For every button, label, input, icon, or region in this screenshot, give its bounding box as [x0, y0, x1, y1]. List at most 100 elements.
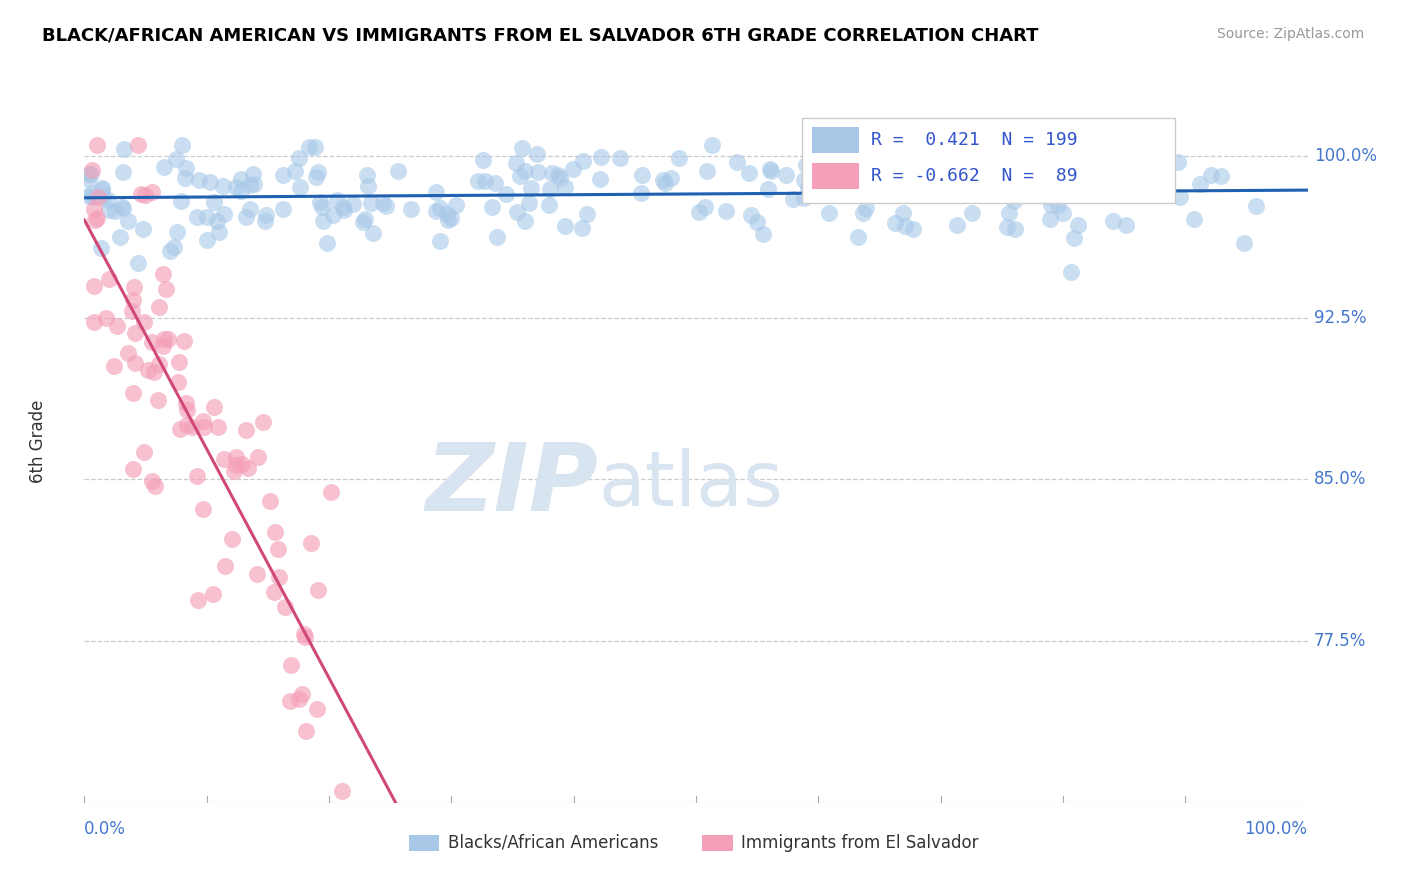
Point	[284, 164, 307, 178]
Text: Blacks/African Americans: Blacks/African Americans	[447, 833, 658, 852]
Point	[141, 185, 163, 199]
Point	[654, 176, 676, 190]
Point	[191, 502, 214, 516]
Point	[83, 315, 105, 329]
Point	[122, 462, 145, 476]
Point	[305, 170, 328, 185]
Point	[1244, 199, 1267, 213]
Point	[77, 167, 100, 181]
Point	[176, 403, 198, 417]
Point	[307, 583, 329, 598]
Point	[429, 201, 451, 215]
Point	[506, 205, 529, 219]
Point	[325, 193, 347, 207]
Text: 92.5%: 92.5%	[1313, 309, 1367, 326]
Point	[571, 220, 593, 235]
Point	[907, 176, 929, 190]
Point	[186, 468, 208, 483]
Text: 0.0%: 0.0%	[84, 820, 127, 838]
Point	[298, 139, 321, 153]
FancyBboxPatch shape	[813, 128, 859, 153]
Point	[538, 182, 561, 196]
Point	[166, 226, 188, 240]
Point	[254, 209, 277, 223]
Point	[134, 188, 156, 202]
Point	[651, 173, 673, 187]
Point	[212, 452, 235, 467]
Point	[274, 599, 297, 614]
Point	[950, 164, 973, 178]
Point	[127, 138, 149, 153]
Point	[485, 229, 508, 244]
Point	[852, 206, 875, 220]
Point	[235, 423, 257, 437]
Point	[562, 161, 585, 176]
Point	[90, 241, 112, 255]
Text: Source: ZipAtlas.com: Source: ZipAtlas.com	[1216, 27, 1364, 41]
Point	[541, 166, 564, 180]
Point	[481, 201, 503, 215]
Point	[202, 400, 225, 414]
Point	[163, 240, 186, 254]
Point	[117, 213, 139, 227]
Point	[117, 346, 139, 360]
Point	[224, 464, 246, 478]
Point	[205, 214, 228, 228]
Point	[87, 190, 110, 204]
Point	[229, 172, 252, 186]
Point	[1039, 212, 1062, 227]
Text: 100.0%: 100.0%	[1244, 820, 1308, 838]
Point	[905, 151, 928, 165]
Point	[361, 227, 384, 241]
Point	[659, 171, 682, 186]
Point	[176, 161, 198, 175]
Text: ZIP: ZIP	[425, 439, 598, 531]
Point	[309, 195, 332, 210]
Text: BLACK/AFRICAN AMERICAN VS IMMIGRANTS FROM EL SALVADOR 6TH GRADE CORRELATION CHAR: BLACK/AFRICAN AMERICAN VS IMMIGRANTS FRO…	[42, 27, 1039, 45]
Point	[174, 396, 197, 410]
Point	[997, 206, 1019, 220]
Point	[759, 162, 782, 177]
Point	[157, 332, 180, 346]
Point	[852, 167, 875, 181]
Point	[1182, 212, 1205, 227]
Point	[264, 525, 287, 540]
Point	[484, 176, 506, 190]
Point	[855, 201, 877, 215]
Point	[80, 167, 103, 181]
Point	[953, 153, 976, 168]
Point	[208, 226, 231, 240]
Point	[759, 164, 782, 178]
Point	[107, 318, 129, 333]
Point	[254, 213, 277, 227]
Point	[793, 173, 815, 187]
Point	[148, 392, 170, 407]
Point	[134, 445, 156, 459]
Point	[311, 200, 333, 214]
Point	[1101, 214, 1123, 228]
Point	[894, 219, 917, 234]
Point	[198, 175, 221, 189]
Point	[738, 166, 761, 180]
Point	[387, 164, 409, 178]
Point	[273, 202, 295, 216]
Point	[609, 151, 631, 165]
Point	[509, 169, 531, 184]
FancyBboxPatch shape	[813, 163, 859, 189]
Point	[1063, 231, 1085, 245]
Point	[97, 203, 120, 218]
Point	[294, 724, 316, 739]
Point	[231, 458, 253, 472]
Point	[152, 332, 174, 346]
Point	[537, 198, 560, 212]
Point	[193, 419, 215, 434]
FancyBboxPatch shape	[409, 835, 439, 851]
Point	[278, 693, 301, 707]
Point	[225, 458, 247, 473]
Point	[136, 363, 159, 377]
Point	[239, 202, 262, 216]
Text: 85.0%: 85.0%	[1313, 470, 1367, 488]
Point	[1047, 198, 1070, 212]
Point	[122, 280, 145, 294]
Point	[269, 570, 291, 584]
